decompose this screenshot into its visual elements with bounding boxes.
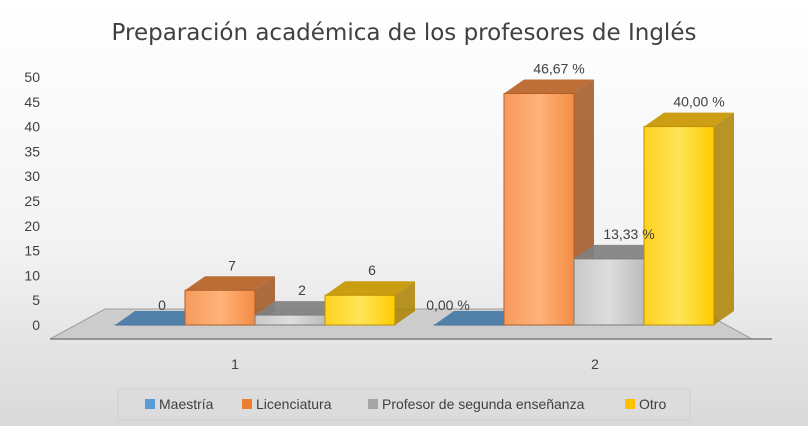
bar-otro-cat1 [324,281,415,326]
y-tick-label: 15 [24,243,40,259]
y-tick-label: 10 [24,267,40,283]
y-tick-label: 50 [24,69,40,85]
x-tick-label: 2 [591,356,599,372]
x-tick-label: 1 [231,356,239,372]
bar-front-face [184,289,256,326]
y-tick-label: 35 [24,143,40,159]
data-label-otro-cat2: 40,00 % [673,94,724,110]
legend-label: Otro [639,396,666,412]
data-label-licenciatura-cat1: 7 [228,257,236,273]
bar-top-face [574,244,664,259]
bar-top-face [644,112,734,127]
bar-front-face [503,93,575,326]
legend-item-maestria: Maestría [145,396,214,412]
data-label-profesor-de-segunda-ensenanza-cat2: 13,33 % [603,226,654,242]
bar-top-face [185,276,275,291]
chart-title: Preparación académica de los profesores … [112,20,697,46]
bar-top-face [255,301,345,316]
legend-item-profesor-de-segunda-ensenanza: Profesor de segunda enseñanza [368,396,585,412]
legend-swatch [625,399,635,409]
bar-top-face [504,79,594,94]
legend: Maestría Licenciatura Profesor de segunda … [117,388,691,421]
bar-top-face [115,311,205,325]
bar-front-face [573,258,645,326]
bar-front-face [254,314,326,326]
data-label-licenciatura-cat2: 46,67 % [533,61,584,77]
legend-label: Profesor de segunda enseñanza [382,396,585,412]
legend-label: Licenciatura [256,396,332,412]
data-label-profesor-de-segunda-ensenanza-cat1: 2 [298,282,306,298]
legend-label: Maestría [159,396,214,412]
data-label-otro-cat1: 6 [368,262,376,278]
legend-swatch [145,399,155,409]
y-tick-label: 25 [24,193,40,209]
bar-top-face [434,311,524,325]
bar-front-face [324,294,396,326]
legend-swatch [368,399,378,409]
data-label-maestria-cat2: 0,00 % [426,297,470,313]
legend-item-licenciatura: Licenciatura [242,396,332,412]
data-labels: 0 7 2 6 0,00 % 46,67 % 13,33 % 40,00 % [158,61,725,313]
data-label-maestria-cat1: 0 [158,297,166,313]
bar-side-face [395,281,415,325]
y-tick-label: 20 [24,218,40,234]
y-tick-label: 45 [24,94,40,110]
legend-box [117,388,691,421]
y-tick-label: 0 [32,317,40,333]
y-tick-label: 30 [24,168,40,184]
plot-area [114,79,734,326]
y-tick-label: 5 [32,292,40,308]
bar-side-face [714,112,734,325]
legend-swatch [242,399,252,409]
bar-front-face [643,126,715,326]
bar-otro-cat2 [643,112,734,326]
legend-item-otro: Otro [625,396,666,412]
y-tick-label: 40 [24,119,40,135]
bar-top-face [325,281,415,296]
